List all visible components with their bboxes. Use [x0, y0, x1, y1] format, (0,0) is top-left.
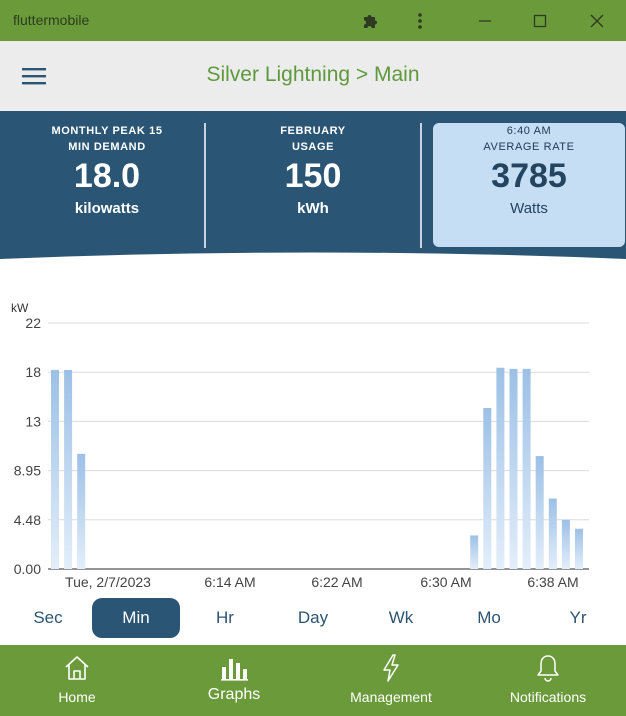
y-tick-label: 0.00 [14, 561, 41, 577]
summary-divider [204, 123, 206, 248]
y-tick-label: 8.95 [14, 463, 41, 479]
maximize-icon[interactable] [527, 8, 553, 34]
chart-bar[interactable] [522, 368, 531, 569]
range-option-mo[interactable]: Mo [477, 608, 501, 627]
rate-label: AVERAGE RATE [483, 141, 575, 153]
chart-bar[interactable] [51, 369, 59, 569]
chart-bar[interactable] [483, 407, 492, 569]
y-tick-label: 22 [25, 315, 41, 331]
chart-bar[interactable] [496, 367, 505, 569]
summary-divider [420, 123, 422, 248]
more-vertical-icon[interactable] [407, 8, 433, 34]
x-tick-label: 6:22 AM [311, 574, 362, 590]
chart-bar[interactable] [561, 519, 570, 569]
hamburger-menu-icon[interactable] [17, 63, 51, 89]
x-tick-label: 6:30 AM [420, 574, 471, 590]
nav-graphs[interactable]: Graphs [174, 645, 294, 716]
chart-bar[interactable] [64, 369, 73, 569]
range-option-min[interactable]: Min [92, 598, 180, 638]
nav-notifications-label: Notifications [509, 689, 587, 705]
window-title: fluttermobile [13, 12, 90, 28]
range-option-hr[interactable]: Hr [216, 608, 234, 627]
peak-demand-label-1: MONTHLY PEAK 15 [51, 125, 163, 137]
chart-bar[interactable] [77, 453, 86, 569]
y-tick-label: 18 [25, 364, 41, 380]
home-icon [65, 656, 89, 680]
usage-unit: kWh [297, 200, 329, 217]
time-range-selector: Sec Min Hr Day Wk Mo Yr [0, 598, 626, 640]
page-title: Silver Lightning > Main [206, 63, 420, 86]
peak-demand-label-2: MIN DEMAND [68, 141, 146, 153]
rate-unit: Watts [510, 200, 548, 217]
rate-time-label: 6:40 AM [506, 125, 552, 137]
close-icon[interactable] [584, 8, 610, 34]
chart-bar[interactable] [548, 498, 557, 569]
nav-management[interactable]: Management [331, 645, 451, 716]
x-tick-label: 6:14 AM [204, 574, 255, 590]
nav-graphs-label: Graphs [207, 686, 261, 703]
x-tick-label: 6:38 AM [527, 574, 578, 590]
chart-bar[interactable] [535, 456, 544, 569]
range-option-wk[interactable]: Wk [388, 608, 414, 627]
usage-value: 150 [284, 157, 342, 195]
nav-home[interactable]: Home [17, 645, 137, 716]
y-axis-label: kW [11, 301, 29, 315]
y-tick-label: 4.48 [14, 512, 41, 528]
app-bar: Silver Lightning > Main [0, 41, 626, 111]
nav-management-label: Management [350, 689, 432, 705]
range-option-day[interactable]: Day [297, 608, 329, 627]
bottom-navigation: Home Graphs Management Notifications [0, 645, 626, 716]
range-option-sec[interactable]: Sec [33, 608, 63, 627]
demand-chart[interactable]: 22 18 13 8.95 4.48 0.00 Tue, 2/7/2023 6:14 AM 6… [0, 290, 626, 595]
x-tick-label: Tue, 2/7/2023 [65, 574, 151, 590]
y-tick-label: 13 [25, 413, 41, 429]
usage-label-1: FEBRUARY [280, 125, 346, 137]
lightning-bolt-icon [383, 654, 399, 682]
peak-demand-value: 18.0 [73, 157, 141, 195]
nav-notifications[interactable]: Notifications [488, 645, 608, 716]
bell-icon [537, 655, 559, 682]
chart-bar[interactable] [470, 535, 479, 569]
rate-value: 3785 [491, 157, 567, 195]
chart-bar[interactable] [509, 368, 518, 569]
bar-chart-icon [221, 659, 248, 681]
peak-demand-unit: kilowatts [74, 200, 140, 217]
summary-panel: MONTHLY PEAK 15 MIN DEMAND 18.0 kilowatt… [0, 111, 626, 269]
extension-puzzle-icon[interactable] [357, 8, 383, 34]
window-titlebar: fluttermobile [0, 0, 626, 41]
chart-bar[interactable] [575, 528, 583, 569]
average-rate-card[interactable]: 6:40 AM AVERAGE RATE 3785 Watts [433, 123, 625, 247]
minimize-icon[interactable] [472, 8, 498, 34]
usage-card: FEBRUARY USAGE 150 kWh [210, 123, 416, 248]
range-option-yr[interactable]: Yr [569, 608, 587, 627]
nav-home-label: Home [58, 689, 96, 705]
peak-demand-card: MONTHLY PEAK 15 MIN DEMAND 18.0 kilowatt… [10, 123, 204, 248]
usage-label-2: USAGE [291, 141, 335, 153]
